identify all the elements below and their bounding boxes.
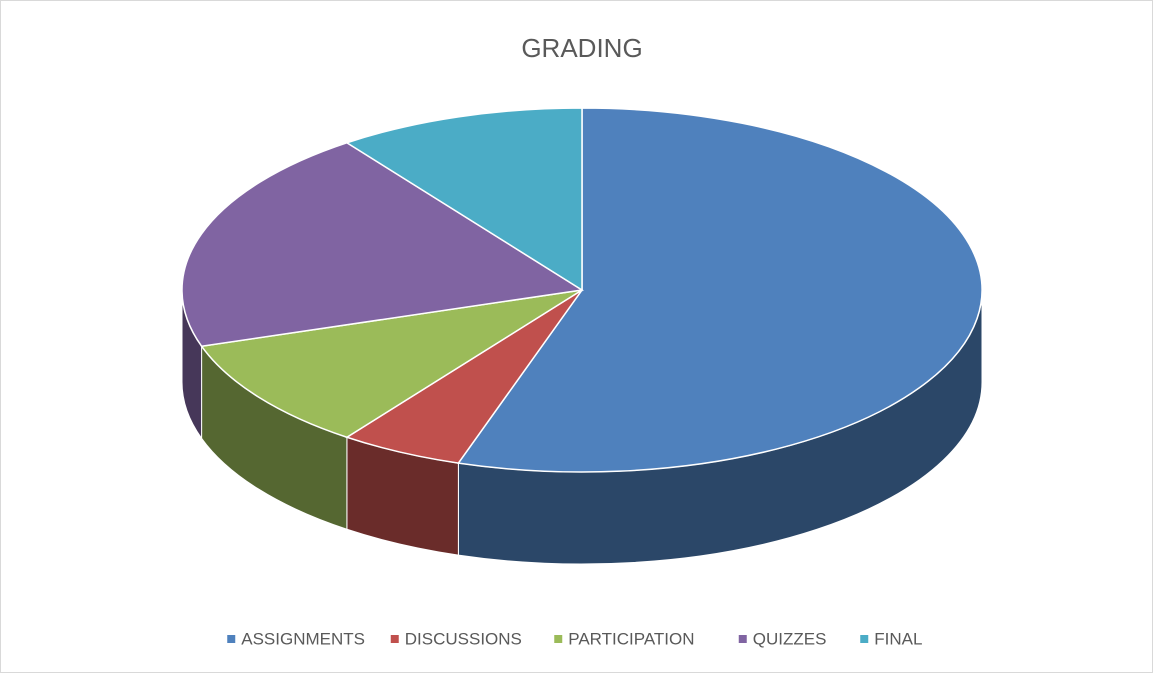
slice — [181, 141, 585, 348]
legend-label: DISCUSSIONS — [405, 629, 522, 648]
legend-label: PARTICIPATION — [568, 629, 694, 648]
slice — [345, 107, 583, 292]
legend-swatch — [227, 635, 236, 643]
legend-swatch — [390, 635, 399, 643]
legend-label: ASSIGNMENTS — [241, 629, 365, 648]
legend-swatch — [860, 635, 869, 643]
legend-label: FINAL — [874, 629, 922, 648]
chart-title: GRADING — [521, 33, 642, 63]
legend-swatch — [554, 635, 563, 643]
slice — [457, 107, 983, 473]
legend-swatch — [738, 635, 747, 643]
legend-label: QUIZZES — [753, 629, 827, 648]
slice — [200, 289, 583, 439]
